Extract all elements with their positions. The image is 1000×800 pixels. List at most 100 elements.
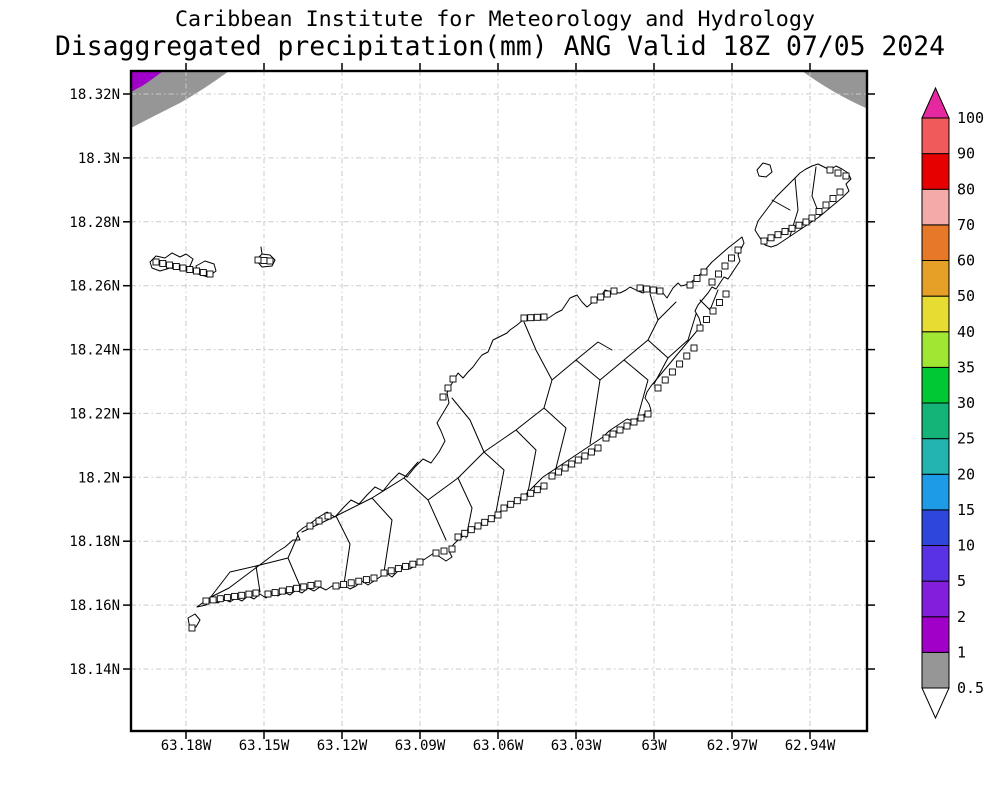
lon-tick-label: 63.06W bbox=[473, 738, 524, 754]
coastal-cell bbox=[362, 576, 370, 584]
coastal-cell bbox=[245, 590, 253, 598]
coastal-cell bbox=[728, 254, 735, 262]
coastal-cell bbox=[216, 595, 224, 603]
coastal-cell bbox=[842, 172, 850, 180]
coastal-cell bbox=[574, 456, 582, 464]
lon-tick-label: 63.03W bbox=[551, 738, 602, 754]
coastal-cell bbox=[152, 258, 160, 266]
coastal-cell bbox=[602, 434, 610, 442]
coastal-cell bbox=[636, 284, 644, 292]
lat-tick-label: 18.3N bbox=[78, 151, 120, 167]
colorbar-level-label: 1 bbox=[957, 643, 966, 661]
coastal-cell bbox=[285, 586, 293, 594]
coastal-cell bbox=[716, 299, 723, 306]
coastal-cell bbox=[815, 208, 823, 215]
island-coastline bbox=[196, 236, 745, 608]
lat-tick-label: 18.28N bbox=[69, 215, 120, 231]
coastal-cell bbox=[315, 517, 323, 525]
lon-tick-label: 63.18W bbox=[161, 738, 212, 754]
colorbar-level-label: 10 bbox=[957, 537, 975, 555]
scrub-island-outline bbox=[754, 163, 852, 248]
coastal-cell bbox=[314, 580, 322, 588]
coastal-cell bbox=[332, 582, 340, 590]
colorbar-segment bbox=[921, 616, 950, 653]
coastal-cell bbox=[829, 195, 837, 202]
lat-tick-label: 18.32N bbox=[69, 87, 120, 103]
coastal-cell bbox=[721, 262, 729, 270]
lat-tick-label: 18.2N bbox=[78, 470, 120, 486]
coastal-cell bbox=[454, 533, 462, 541]
coastal-cell bbox=[540, 313, 548, 321]
coastal-cell bbox=[260, 257, 268, 264]
coastal-cell bbox=[594, 444, 602, 452]
coastal-cell bbox=[439, 393, 447, 401]
coastal-cell bbox=[630, 418, 638, 426]
colorbar-segment bbox=[921, 402, 950, 440]
lon-tick-label: 63W bbox=[641, 738, 667, 754]
colorbar-segment bbox=[921, 366, 950, 404]
coastal-cell bbox=[193, 267, 200, 275]
colorbar-segment bbox=[921, 117, 950, 155]
coastal-cell bbox=[231, 592, 239, 600]
coastal-cell bbox=[444, 384, 452, 392]
coastal-cell bbox=[199, 269, 207, 276]
lat-tick-label: 18.24N bbox=[69, 343, 120, 359]
coastal-cell bbox=[271, 589, 279, 597]
coastal-cell bbox=[568, 460, 576, 468]
coastal-cell bbox=[179, 264, 187, 272]
coastal-cell bbox=[700, 268, 708, 276]
coastal-cell bbox=[654, 384, 662, 392]
precip-area-0.5-1mm-top-left bbox=[131, 71, 229, 128]
coastal-cell bbox=[760, 237, 768, 245]
colorbar-level-label: 60 bbox=[957, 252, 975, 270]
coastal-cell bbox=[802, 218, 810, 226]
coastal-cell bbox=[548, 472, 556, 480]
colorbar-level-label: 2 bbox=[957, 608, 966, 626]
coastal-cell bbox=[409, 560, 417, 568]
colorbar-level-label: 0.5 bbox=[957, 679, 984, 697]
colorbar-level-label: 70 bbox=[957, 216, 975, 234]
coastal-cell bbox=[440, 547, 448, 555]
coastal-cell bbox=[533, 313, 541, 321]
colorbar-segment bbox=[921, 331, 950, 368]
coastal-cell bbox=[209, 596, 217, 604]
coastal-cell bbox=[340, 580, 348, 588]
coastal-cell bbox=[494, 511, 502, 519]
coastal-cell bbox=[500, 504, 508, 512]
gridlines bbox=[131, 71, 867, 731]
coastal-cell bbox=[159, 260, 167, 267]
colorbar-under-arrow bbox=[921, 687, 950, 720]
coastal-cell bbox=[533, 486, 541, 494]
colorbar-segment bbox=[921, 580, 950, 618]
lat-tick-label: 18.16N bbox=[69, 598, 120, 614]
lon-tick-label: 63.15W bbox=[239, 738, 290, 754]
coastal-cell bbox=[581, 452, 589, 460]
coastal-cell bbox=[467, 526, 475, 534]
coastal-cell bbox=[788, 224, 796, 232]
coastal-cell bbox=[643, 285, 651, 293]
lat-tick-label: 18.14N bbox=[69, 662, 120, 678]
coastal-cell bbox=[644, 410, 652, 418]
colorbar-segment bbox=[921, 473, 950, 511]
coastal-cell bbox=[306, 522, 314, 530]
coastal-cell bbox=[461, 529, 469, 537]
coastal-cell bbox=[266, 257, 274, 265]
colorbar-level-label: 25 bbox=[957, 430, 975, 448]
coastal-cell bbox=[540, 482, 548, 490]
coastal-cell bbox=[527, 489, 535, 497]
coastal-cell bbox=[487, 515, 495, 523]
coastal-cell bbox=[836, 188, 844, 196]
coastal-cell bbox=[686, 281, 694, 289]
coastal-cell bbox=[826, 166, 834, 174]
title-line-2: Disaggregated precipitation(mm) ANG Vali… bbox=[55, 31, 945, 62]
coastal-cell bbox=[834, 169, 842, 177]
colorbar-level-label: 30 bbox=[957, 394, 975, 412]
lon-tick-label: 63.09W bbox=[395, 738, 446, 754]
coastal-cell bbox=[347, 579, 355, 587]
coastal-cell bbox=[527, 314, 535, 322]
coastal-cell bbox=[278, 587, 286, 595]
coastal-cell bbox=[324, 512, 332, 520]
